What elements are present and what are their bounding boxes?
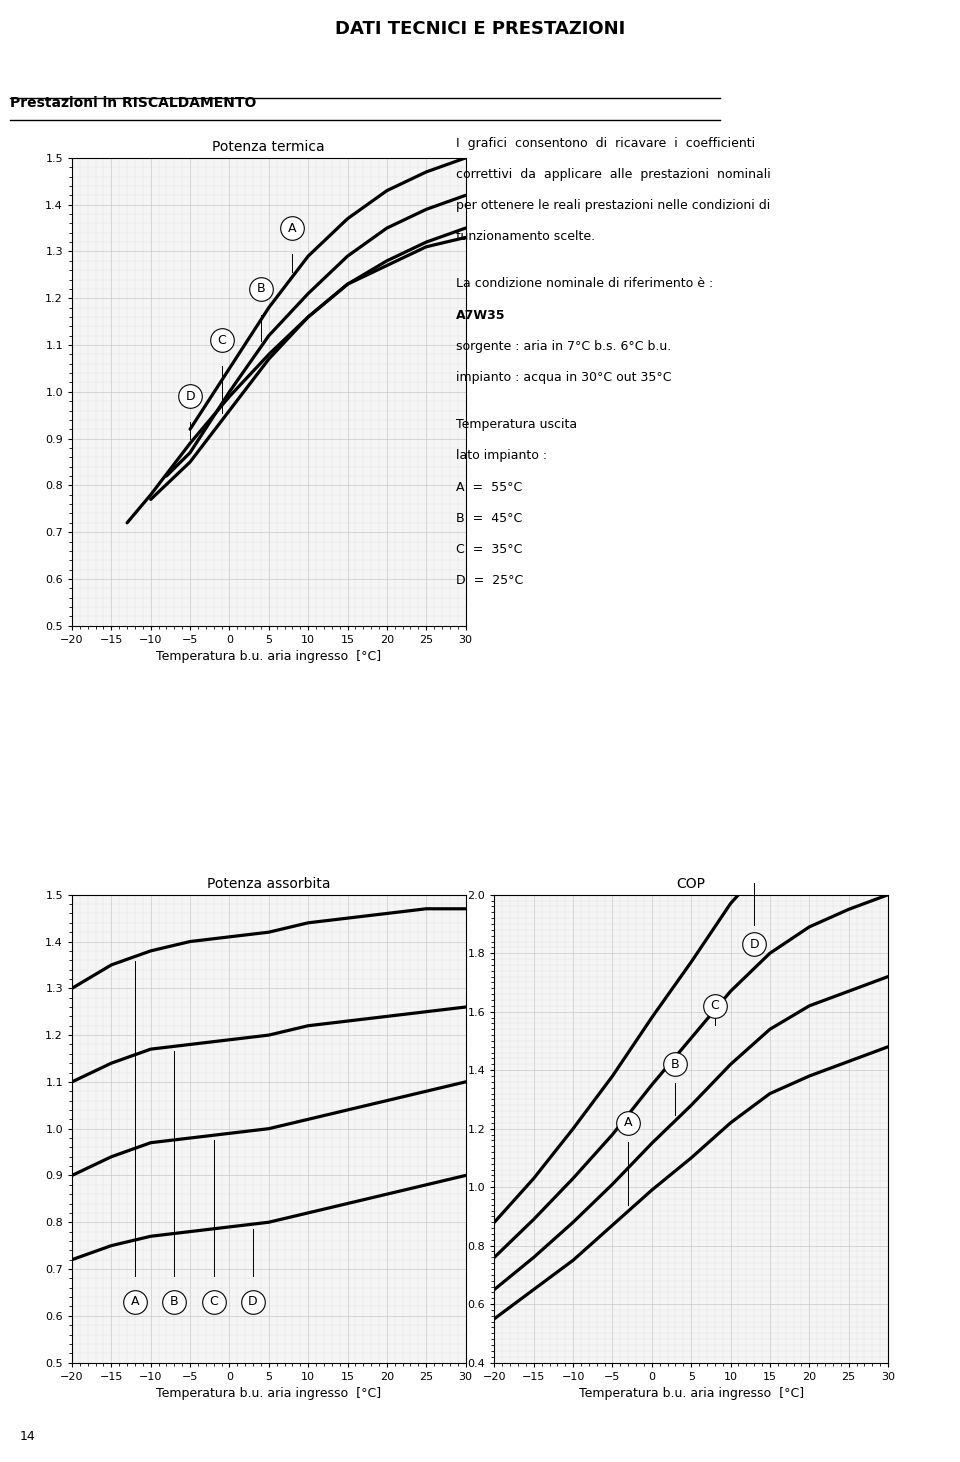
Text: B: B bbox=[170, 1295, 179, 1308]
Text: B: B bbox=[671, 1058, 680, 1070]
Text: A: A bbox=[624, 1117, 633, 1129]
Text: per ottenere le reali prestazioni nelle condizioni di: per ottenere le reali prestazioni nelle … bbox=[456, 199, 770, 212]
Text: D: D bbox=[185, 390, 195, 404]
Text: A7W35: A7W35 bbox=[456, 308, 506, 322]
X-axis label: Temperatura b.u. aria ingresso  [°C]: Temperatura b.u. aria ingresso [°C] bbox=[156, 651, 381, 664]
Text: B  =  45°C: B = 45°C bbox=[456, 512, 522, 525]
Text: D: D bbox=[750, 939, 759, 950]
Text: A: A bbox=[288, 222, 297, 234]
Title: Potenza assorbita: Potenza assorbita bbox=[207, 877, 330, 890]
Text: Temperatura uscita: Temperatura uscita bbox=[456, 418, 577, 431]
Text: 14: 14 bbox=[19, 1430, 35, 1443]
Text: C  =  35°C: C = 35°C bbox=[456, 544, 522, 556]
Text: DATI TECNICI E PRESTAZIONI: DATI TECNICI E PRESTAZIONI bbox=[335, 20, 625, 38]
Text: A  =  55°C: A = 55°C bbox=[456, 481, 522, 494]
Text: impianto : acqua in 30°C out 35°C: impianto : acqua in 30°C out 35°C bbox=[456, 371, 671, 385]
Text: lato impianto :: lato impianto : bbox=[456, 449, 547, 462]
Text: C: C bbox=[217, 333, 226, 346]
Text: funzionamento scelte.: funzionamento scelte. bbox=[456, 231, 595, 244]
Text: D: D bbox=[249, 1295, 258, 1308]
Title: Potenza termica: Potenza termica bbox=[212, 140, 325, 154]
Text: correttivi  da  applicare  alle  prestazioni  nominali: correttivi da applicare alle prestazioni… bbox=[456, 168, 771, 181]
Text: C: C bbox=[209, 1295, 218, 1308]
X-axis label: Temperatura b.u. aria ingresso  [°C]: Temperatura b.u. aria ingresso [°C] bbox=[579, 1387, 804, 1401]
Text: D  =  25°C: D = 25°C bbox=[456, 575, 523, 588]
Text: sorgente : aria in 7°C b.s. 6°C b.u.: sorgente : aria in 7°C b.s. 6°C b.u. bbox=[456, 339, 671, 352]
Text: La condizione nominale di riferimento è :: La condizione nominale di riferimento è … bbox=[456, 278, 713, 291]
Text: C: C bbox=[710, 1000, 719, 1012]
Text: Prestazioni in RISCALDAMENTO: Prestazioni in RISCALDAMENTO bbox=[10, 95, 256, 110]
X-axis label: Temperatura b.u. aria ingresso  [°C]: Temperatura b.u. aria ingresso [°C] bbox=[156, 1387, 381, 1401]
Text: I  grafici  consentono  di  ricavare  i  coefficienti: I grafici consentono di ricavare i coeff… bbox=[456, 136, 756, 149]
Title: COP: COP bbox=[677, 877, 706, 890]
Text: B: B bbox=[256, 282, 265, 295]
Text: A: A bbox=[131, 1295, 139, 1308]
